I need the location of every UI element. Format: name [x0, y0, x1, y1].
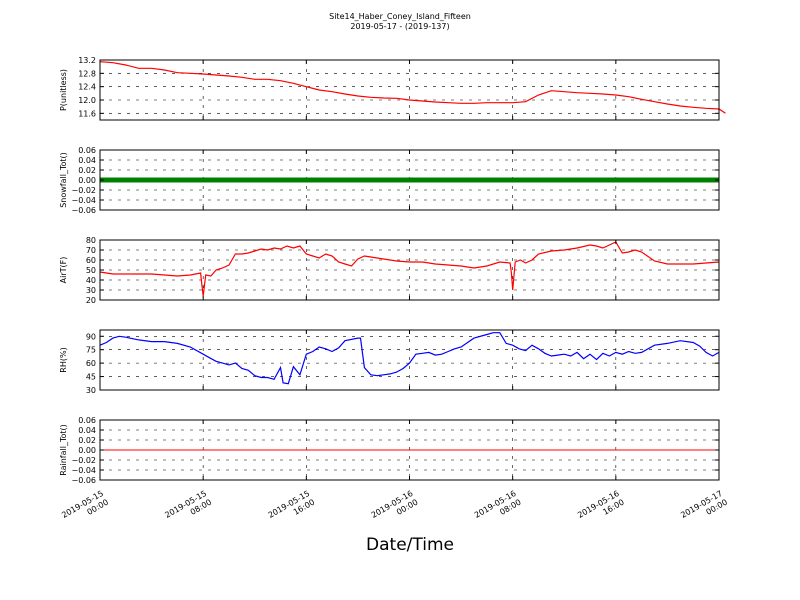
y-tick-label: 0.04 [78, 156, 96, 165]
y-axis-label: RH(%) [59, 347, 68, 372]
subplot-5: 0.060.040.020.00−0.02−0.04−0.06Rainfall_… [59, 416, 720, 485]
y-tick-label: 12.8 [78, 69, 96, 78]
figure-title-line1: Site14_Haber_Coney_Island_Fifteen [329, 12, 471, 21]
y-tick-label: 50 [86, 266, 96, 275]
subplot-panels: 13.212.812.412.011.6P(unitless)0.060.040… [59, 56, 729, 520]
series-line-1 [99, 61, 726, 114]
series-line-1 [99, 332, 720, 385]
y-tick-label: 75 [86, 346, 96, 355]
series-line-1 [99, 241, 720, 297]
y-tick-label: −0.04 [71, 466, 96, 475]
y-tick-label: 30 [86, 386, 96, 395]
y-axis-label: P(unitless) [59, 69, 68, 111]
y-tick-label: −0.04 [71, 196, 96, 205]
y-tick-label: 70 [86, 246, 96, 255]
y-tick-label: 80 [86, 236, 96, 245]
figure-title-line2: 2019-05-17 - (2019-137) [350, 22, 449, 31]
y-tick-label: 0.06 [78, 416, 96, 425]
y-tick-label: 60 [86, 359, 96, 368]
y-tick-label: 60 [86, 256, 96, 265]
y-axis-label: Rainfall_Tot() [59, 424, 68, 476]
y-tick-label: 0.02 [78, 166, 96, 175]
y-tick-label: 12.0 [78, 96, 96, 105]
y-axis-label: AirT(F) [59, 257, 68, 284]
y-tick-label: 40 [86, 276, 96, 285]
subplot-4: 90 75 60 45 30 RH(%) [59, 329, 720, 395]
subplot-1: 13.2 12.8 12.4 12.0 11.6 P(unitless) [59, 56, 726, 121]
y-tick-label: 20 [86, 296, 96, 305]
y-tick-label: −0.02 [71, 186, 96, 195]
y-tick-label: 12.4 [78, 83, 96, 92]
y-tick-label: 45 [86, 373, 96, 382]
y-tick-label: −0.02 [71, 456, 96, 465]
y-tick-label: 11.6 [78, 109, 96, 118]
y-tick-label: 0.06 [78, 146, 96, 155]
y-tick-label: −0.06 [71, 476, 96, 485]
y-axis-label: Snowfall_Tot() [59, 152, 68, 208]
y-tick-label: 13.2 [78, 56, 96, 65]
y-tick-label: 0.04 [78, 426, 96, 435]
y-tick-label: 0.00 [78, 176, 96, 185]
y-tick-label: 0.00 [78, 446, 96, 455]
y-tick-label: 0.02 [78, 436, 96, 445]
subplot-2: 0.060.040.020.00−0.02−0.04−0.06Snowfall_… [59, 146, 720, 215]
x-axis-label: Date/Time [366, 535, 454, 555]
y-tick-label: −0.06 [71, 206, 96, 215]
y-tick-label: 30 [86, 286, 96, 295]
y-tick-label: 90 [86, 332, 96, 341]
